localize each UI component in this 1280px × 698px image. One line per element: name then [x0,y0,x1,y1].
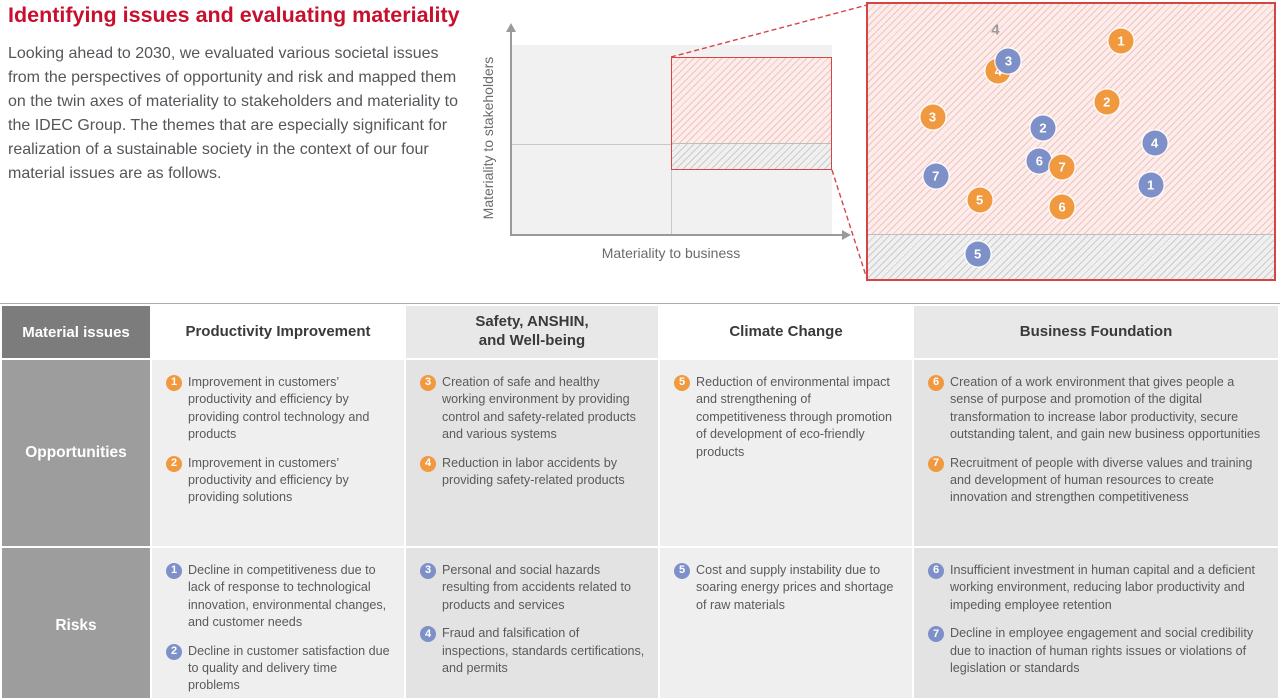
cell-risks-productivity: 1 Decline in competitiveness due to lack … [152,548,404,698]
opportunity-number-badge: 5 [674,375,690,391]
y-axis-label: Materiality to stakeholders [480,56,496,220]
issue-item: 4 Fraud and falsification of inspections,… [420,625,646,677]
highlight-gray-strip [672,143,831,169]
opportunity-point-5: 5 [967,187,993,213]
risk-number-badge: 4 [420,626,436,643]
table-row-opportunities: Opportunities 1 Improvement in customers’… [2,360,1278,546]
table-row-risks: Risks 1 Decline in competitiveness due to… [2,548,1278,698]
materiality-matrix-plot [510,45,832,235]
cell-opportunities-safety: 3 Creation of safe and healthy working en… [406,360,658,546]
risk-number-badge: 1 [166,563,182,579]
highlight-rect [671,57,832,170]
column-header-climate: Climate Change [660,306,912,358]
risk-point-5: 5 [965,241,991,267]
column-header-productivity: Productivity Improvement [152,306,404,358]
opportunity-point-7: 7 [1049,154,1075,180]
x-axis-label: Materiality to business [601,245,741,261]
row-label-risks: Risks [2,548,150,698]
issue-text: Improvement in customers’ productivity a… [188,375,370,442]
table-header-row: Material issues Productivity Improvement… [2,306,1278,358]
risk-number-badge: 3 [420,563,436,579]
table-corner-header: Material issues [2,306,150,358]
risk-point-7: 7 [923,163,949,189]
opportunity-number-badge: 2 [166,455,182,472]
issue-item: 7 Decline in employee engagement and soci… [928,625,1266,677]
risk-point-2: 2 [1030,115,1056,141]
intro-paragraph: Looking ahead to 2030, we evaluated vari… [8,45,458,183]
cell-risks-safety: 3 Personal and social hazards resulting f… [406,548,658,698]
issue-item: 4 Reduction in labor accidents by providi… [420,455,646,490]
opportunity-point-6: 6 [1049,194,1075,220]
issue-text: Improvement in customers’ productivity a… [188,455,349,505]
issue-text: Fraud and falsification of inspections, … [442,626,645,675]
cell-opportunities-climate: 5 Reduction of environmental impact and s… [660,360,912,546]
cell-opportunities-productivity: 1 Improvement in customers’ productivity … [152,360,404,546]
y-axis-arrow-icon [506,23,516,32]
issue-item: 6 Insufficient investment in human capita… [928,562,1266,614]
quadrant-vertical-line [671,144,672,235]
risk-number-badge: 6 [928,563,944,579]
issue-item: 3 Creation of safe and healthy working en… [420,374,646,444]
risk-number-badge: 5 [674,563,690,579]
issue-text: Decline in competitiveness due to lack o… [188,563,387,630]
highlight-pink-area [672,58,831,144]
opportunity-point-2: 2 [1094,89,1120,115]
issue-item: 2 Decline in customer satisfaction due to… [166,643,392,695]
issue-item: 5 Cost and supply instability due to soar… [674,562,900,614]
y-axis-line [510,31,512,236]
column-header-safety: Safety, ANSHIN, and Well-being [406,306,658,358]
issue-text: Decline in customer satisfaction due to … [188,643,390,693]
material-issues-table: Material issues Productivity Improvement… [0,304,1280,698]
opportunity-number-badge: 1 [166,375,182,391]
issue-item: 1 Improvement in customers’ productivity … [166,374,392,444]
opportunity-number-badge: 7 [928,455,944,472]
issue-text: Decline in employee engagement and socia… [950,626,1254,675]
issue-text: Insufficient investment in human capital… [950,563,1255,612]
row-label-opportunities: Opportunities [2,360,150,546]
cell-risks-business-foundation: 6 Insufficient investment in human capita… [914,548,1278,698]
opportunity-number-badge: 6 [928,375,944,391]
issue-item: 5 Reduction of environmental impact and s… [674,374,900,461]
issue-item: 7 Recruitment of people with diverse valu… [928,455,1266,507]
cell-risks-climate: 5 Cost and supply instability due to soar… [660,548,912,698]
material-issues-table-wrap: Material issues Productivity Improvement… [0,303,1280,698]
cell-opportunities-business-foundation: 6 Creation of a work environment that giv… [914,360,1278,546]
issue-text: Recruitment of people with diverse value… [950,455,1253,505]
hidden-point-label: 4 [991,21,1000,39]
risk-point-6: 6 [1026,148,1052,174]
risk-point-3: 3 [995,48,1021,74]
risk-point-1: 1 [1138,172,1164,198]
issue-text: Creation of safe and healthy working env… [442,375,636,442]
risk-number-badge: 7 [928,626,944,643]
page-title: Identifying issues and evaluating materi… [8,3,460,27]
issue-item: 2 Improvement in customers’ productivity … [166,455,392,507]
issue-text: Creation of a work environment that give… [950,375,1261,442]
issue-text: Reduction in labor accidents by providin… [442,455,625,487]
issue-text: Reduction of environmental impact and st… [696,375,893,459]
risk-point-4: 4 [1142,130,1168,156]
opportunity-point-1: 1 [1108,28,1134,54]
issue-item: 3 Personal and social hazards resulting f… [420,562,646,614]
intro-block: Identifying issues and evaluating materi… [8,2,470,186]
opportunity-point-3: 3 [920,104,946,130]
opportunity-number-badge: 3 [420,375,436,391]
top-section: Identifying issues and evaluating materi… [0,0,1280,303]
issue-text: Cost and supply instability due to soari… [696,563,894,612]
column-header-business-foundation: Business Foundation [914,306,1278,358]
opportunity-number-badge: 4 [420,455,436,472]
issue-text: Personal and social hazards resulting fr… [442,563,631,612]
x-axis-line [510,234,844,236]
issue-item: 1 Decline in competitiveness due to lack … [166,562,392,632]
zoom-gray-strip [868,233,1274,279]
risk-number-badge: 2 [166,643,182,660]
issue-item: 6 Creation of a work environment that giv… [928,374,1266,444]
x-axis-arrow-icon [842,230,851,240]
